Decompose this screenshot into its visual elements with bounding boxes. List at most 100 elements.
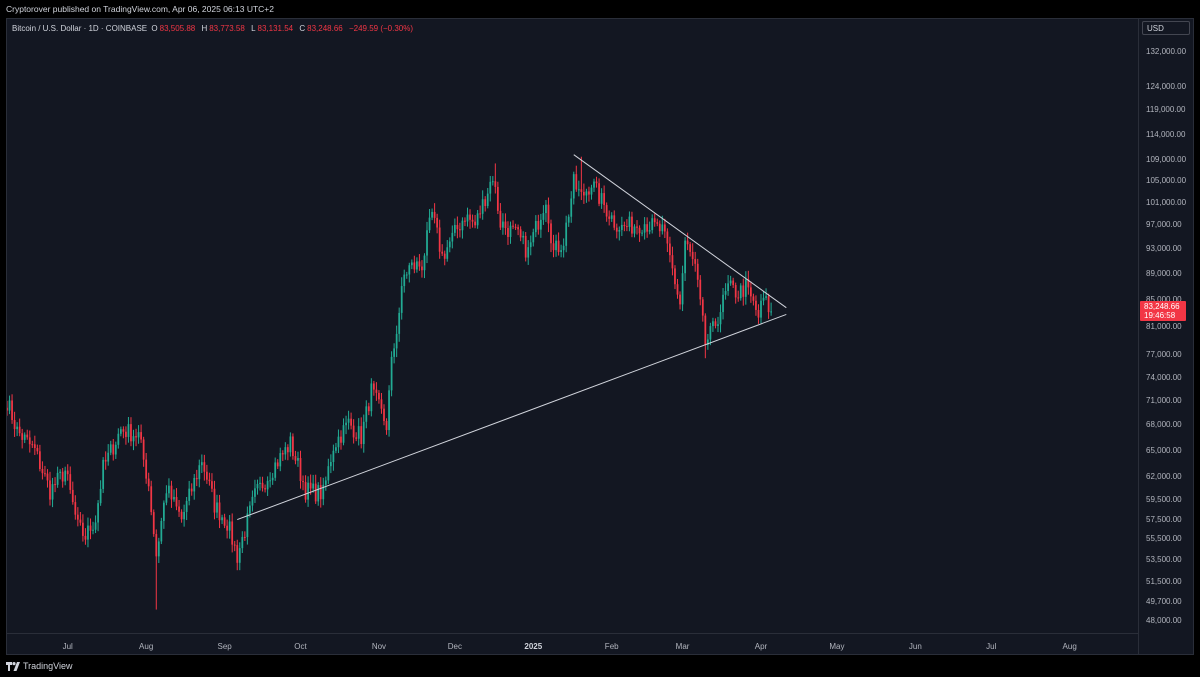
candle-down <box>671 255 674 269</box>
candle-down <box>474 221 476 226</box>
candlestick-plot[interactable] <box>7 19 1138 633</box>
candle-up <box>390 356 393 391</box>
candle-up <box>357 426 360 439</box>
time-tick-label: Feb <box>604 642 619 651</box>
candle-up <box>228 521 231 531</box>
candle-up <box>132 436 135 442</box>
candle-down <box>13 420 16 430</box>
candle-down <box>443 253 446 259</box>
candle-down <box>276 462 279 467</box>
trendline-support[interactable] <box>237 313 787 521</box>
candle-down <box>679 294 681 305</box>
candle-down <box>658 223 661 232</box>
candle-down <box>264 488 266 490</box>
candle-up <box>502 221 504 228</box>
candle-up <box>198 465 201 480</box>
candle-up <box>94 522 97 530</box>
candle-down <box>11 400 13 421</box>
price-tick-label: 74,000.00 <box>1146 372 1182 382</box>
price-tick-label: 105,000.00 <box>1146 175 1187 185</box>
candle-up <box>762 297 765 301</box>
current-price: 83,248.66 <box>1144 302 1180 312</box>
candle-down <box>218 502 221 521</box>
price-tick-label: 81,000.00 <box>1146 321 1182 331</box>
candle-down <box>669 243 671 256</box>
candle-down <box>471 219 474 222</box>
candle-up <box>542 213 545 220</box>
candle-up <box>165 493 168 503</box>
candle-up <box>643 224 646 233</box>
candle-down <box>507 228 509 237</box>
candle-down <box>421 266 423 271</box>
candle-up <box>8 400 11 411</box>
candle-down <box>340 436 342 443</box>
candle-down <box>49 480 51 500</box>
candle-down <box>122 429 125 432</box>
candle-up <box>241 536 244 549</box>
candle-down <box>380 399 383 409</box>
candle-up <box>491 181 494 183</box>
candle-down <box>208 479 211 482</box>
currency-selector[interactable]: USD <box>1142 21 1190 35</box>
tradingview-logo-text: TradingView <box>23 661 73 671</box>
chart-pane[interactable] <box>6 18 1194 655</box>
candle-down <box>178 506 180 512</box>
price-tick-label: 48,000.00 <box>1146 616 1182 626</box>
candle-up <box>64 470 67 482</box>
footer-bar <box>0 655 1200 677</box>
candle-up <box>633 226 636 234</box>
candle-up <box>562 245 565 251</box>
candle-down <box>66 470 69 475</box>
candle-down <box>152 512 155 535</box>
candle-up <box>117 433 120 445</box>
candle-up <box>448 241 451 248</box>
candle-down <box>623 224 626 227</box>
candle-up <box>157 541 160 557</box>
candle-down <box>603 193 606 206</box>
candle-up <box>97 503 99 523</box>
price-tick-label: 59,500.00 <box>1146 495 1182 505</box>
candle-down <box>383 408 385 422</box>
symbol-title[interactable]: Bitcoin / U.S. Dollar · 1D · COINBASE <box>12 24 148 33</box>
candle-down <box>689 244 692 252</box>
candle-up <box>684 240 686 274</box>
candle-up <box>23 434 26 440</box>
candle-down <box>767 296 770 313</box>
candle-down <box>26 434 29 438</box>
candle-up <box>173 496 175 500</box>
price-tick-label: 85,000.00 <box>1146 294 1182 304</box>
candle-up <box>509 225 512 237</box>
candle-down <box>524 235 527 258</box>
candle-up <box>312 483 315 489</box>
candle-up <box>709 326 712 340</box>
price-tick-label: 49,700.00 <box>1146 596 1182 606</box>
candle-down <box>155 534 158 557</box>
candle-down <box>519 229 522 238</box>
candle-up <box>620 224 623 230</box>
candle-up <box>332 450 335 463</box>
candle-down <box>737 297 740 299</box>
candle-down <box>666 231 669 244</box>
tradingview-logo[interactable]: TradingView <box>6 661 73 671</box>
price-tick-label: 71,000.00 <box>1146 395 1182 405</box>
candle-down <box>79 519 82 523</box>
trendline-resistance[interactable] <box>573 154 787 309</box>
candle-up <box>259 482 261 484</box>
time-tick-label: Aug <box>1062 642 1077 651</box>
candle-down <box>281 453 284 455</box>
candle-up <box>185 500 188 512</box>
candle-up <box>618 229 621 232</box>
current-price-tag: 83,248.66 19:46:58 <box>1140 301 1186 322</box>
candle-down <box>499 210 502 228</box>
candle-down <box>175 496 178 507</box>
candle-up <box>770 311 773 313</box>
candle-down <box>537 220 540 230</box>
candle-down <box>71 489 74 503</box>
candle-up <box>284 447 287 455</box>
candle-down <box>517 227 519 230</box>
candle-up <box>365 406 368 422</box>
candle-up <box>426 230 428 256</box>
time-tick-label: Jul <box>62 642 73 651</box>
candle-up <box>765 296 767 298</box>
candle-up <box>347 418 350 423</box>
